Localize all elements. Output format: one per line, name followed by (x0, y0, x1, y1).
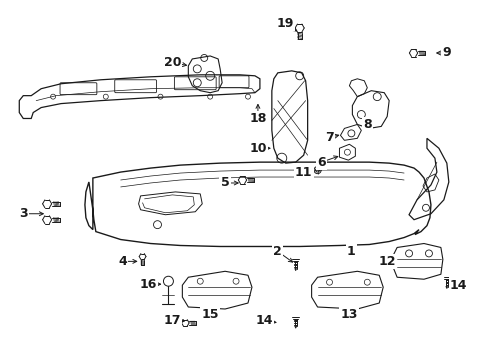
Text: 19: 19 (276, 17, 293, 30)
Text: 18: 18 (249, 112, 266, 125)
Text: 6: 6 (317, 156, 325, 168)
Text: 9: 9 (442, 46, 450, 59)
Text: 5: 5 (220, 176, 229, 189)
Text: 14: 14 (449, 279, 467, 292)
Text: 3: 3 (19, 207, 27, 220)
Text: 20: 20 (163, 57, 181, 69)
Text: 12: 12 (378, 255, 395, 268)
Text: 16: 16 (140, 278, 157, 291)
Text: 10: 10 (249, 142, 266, 155)
Text: 2: 2 (273, 245, 282, 258)
Text: 8: 8 (362, 118, 371, 131)
Text: 4: 4 (118, 255, 127, 268)
Text: 15: 15 (201, 309, 219, 321)
Text: 17: 17 (163, 314, 181, 327)
Text: 11: 11 (294, 166, 312, 179)
Text: 13: 13 (340, 309, 357, 321)
Text: 1: 1 (346, 245, 355, 258)
Text: 7: 7 (325, 131, 333, 144)
Text: 14: 14 (255, 314, 272, 327)
